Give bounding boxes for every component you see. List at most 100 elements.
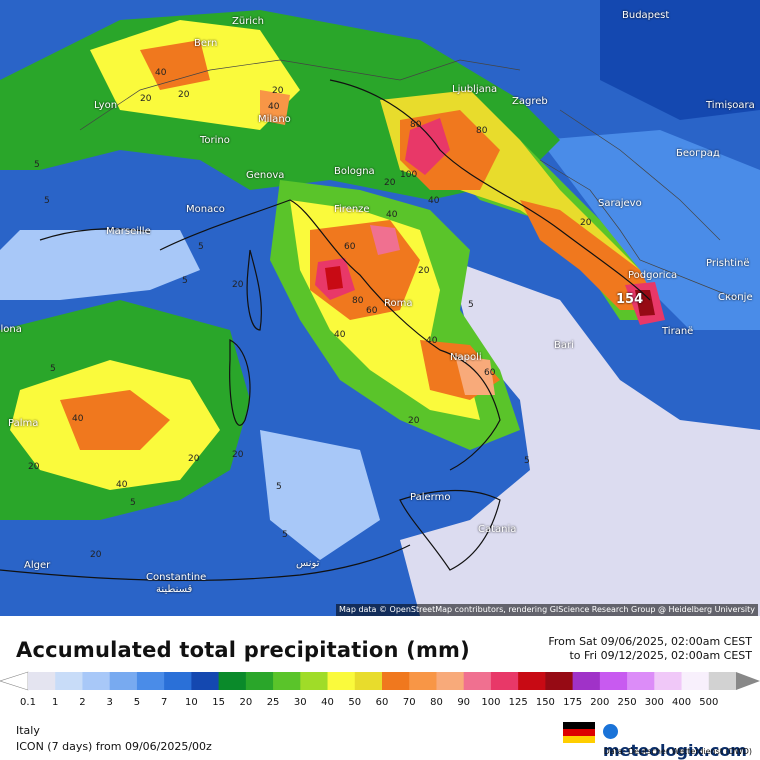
scale-left-arrow (0, 671, 29, 691)
contour-label: 80 (352, 296, 364, 306)
city-label: Bari (554, 340, 574, 351)
contour-label: 5 (34, 160, 40, 170)
scale-tick-label: 60 (375, 697, 389, 708)
contour-label: 5 (524, 456, 530, 466)
scale-swatch (436, 672, 465, 690)
city-label: Palermo (410, 492, 451, 503)
scale-swatch (599, 672, 628, 690)
scale-tick-label: 15 (212, 697, 225, 708)
contour-label: 40 (155, 68, 167, 78)
scale-tick-label: 50 (348, 697, 362, 708)
city-label: Скопје (718, 292, 753, 303)
contour-label: 20 (384, 178, 396, 188)
scale-swatch (109, 672, 138, 690)
scale-tick-label: 30 (293, 697, 307, 708)
contour-label: 60 (344, 242, 356, 252)
city-label: Torino (200, 135, 230, 146)
scale-tick-label: 80 (430, 697, 443, 708)
contour-label: 20 (28, 462, 40, 472)
scale-swatch (273, 672, 301, 690)
contour-label: 5 (276, 482, 282, 492)
contour-label: 20 (232, 450, 244, 460)
city-label: Monaco (186, 204, 225, 215)
scale-tick-label: 200 (590, 697, 610, 708)
contour-label: 40 (334, 330, 346, 340)
contour-label: 20 (232, 280, 244, 290)
contour-label: 5 (50, 364, 56, 374)
scale-swatch (245, 672, 274, 690)
city-label: Palma (8, 418, 39, 429)
scale-swatch (382, 672, 410, 690)
contour-label: 20 (272, 86, 284, 96)
brand-logo[interactable]: meteologix.com (603, 722, 760, 760)
contour-label: 40 (426, 336, 438, 346)
contour-label: 20 (188, 454, 200, 464)
scale-swatch (572, 672, 601, 690)
contour-label: 80 (410, 120, 422, 130)
scale-swatch (409, 672, 437, 690)
scale-swatch (327, 672, 356, 690)
scale-tick-label: 3 (106, 697, 113, 708)
scale-tick-label: 175 (563, 697, 583, 708)
scale-tick-label: 2 (79, 697, 86, 708)
city-label: تونس (296, 558, 320, 569)
precipitation-map[interactable]: Zürich Bern Budapest Lyon Milano Ljublja… (0, 0, 760, 616)
city-label: Zagreb (512, 96, 548, 107)
contour-label: 5 (130, 498, 136, 508)
contour-label: 40 (116, 480, 128, 490)
contour-label: 40 (428, 196, 440, 206)
scale-tick-label: 100 (481, 697, 501, 708)
scale-swatch (136, 672, 165, 690)
city-label: Bern (194, 38, 218, 49)
city-label: Genova (246, 170, 285, 181)
city-label: Napoli (450, 352, 482, 363)
contour-label: 40 (268, 102, 280, 112)
scale-tick-label: 5 (133, 697, 141, 708)
scale-swatch (28, 672, 56, 690)
city-label: Catania (478, 524, 517, 535)
chart-title: Accumulated total precipitation (mm) (16, 638, 470, 662)
city-label: Београд (676, 148, 720, 159)
forecast-period: From Sat 09/06/2025, 02:00am CEST to Fri… (548, 635, 752, 663)
scale-swatch (518, 672, 546, 690)
scale-right-arrow (736, 672, 760, 690)
scale-swatch (654, 672, 683, 690)
scale-swatch (218, 672, 247, 690)
scale-tick-label: 20 (239, 697, 253, 708)
scale-tick-label: 25 (266, 697, 280, 708)
scale-tick-label: 1 (52, 697, 59, 708)
city-label: قسنطينة (156, 584, 193, 595)
contour-label: 60 (484, 368, 496, 378)
scale-tick-label: 400 (671, 697, 692, 708)
scale-tick-label: 90 (457, 697, 471, 708)
map-attribution[interactable]: Map data © OpenStreetMap contributors, r… (336, 604, 758, 616)
period-from: From Sat 09/06/2025, 02:00am CEST (548, 635, 752, 648)
scale-swatch (354, 672, 383, 690)
city-label: Prishtinë (706, 258, 750, 269)
city-label: Roma (384, 298, 413, 309)
contour-label: 154 (616, 292, 644, 307)
city-label: Firenze (334, 204, 370, 215)
contour-label: 5 (182, 276, 188, 286)
city-label: Zürich (232, 16, 264, 27)
contour-label: 20 (408, 416, 420, 426)
city-label: Timișoara (706, 100, 755, 111)
contour-label: 5 (44, 196, 50, 206)
scale-tick-label: 250 (617, 697, 637, 708)
city-label: Milano (258, 114, 291, 125)
scale-swatch (490, 672, 519, 690)
contour-label: 80 (476, 126, 488, 136)
scale-tick-label: 500 (699, 697, 719, 708)
contour-label: 20 (580, 218, 592, 228)
contour-label: 40 (386, 210, 398, 220)
map-canvas (0, 0, 760, 616)
city-label: Podgorica (628, 270, 678, 281)
contour-label: 5 (468, 300, 474, 310)
scale-tick-label: 0.1 (20, 697, 36, 708)
scale-swatch (164, 672, 192, 690)
city-label: Ljubljana (452, 84, 498, 95)
contour-label: 5 (282, 530, 288, 540)
scale-swatch (708, 672, 737, 690)
city-label: Barcelona (0, 324, 22, 335)
contour-label: 40 (72, 414, 84, 424)
